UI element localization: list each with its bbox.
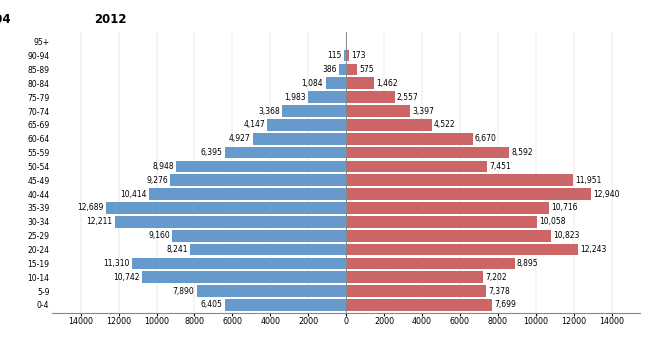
Text: 7,699: 7,699 [494,300,517,309]
Bar [225,299,346,311]
Bar [346,133,473,145]
Text: 575: 575 [359,65,374,74]
Text: 6,395: 6,395 [200,148,223,157]
Bar [346,188,592,200]
Bar [346,202,549,214]
Bar [106,202,346,214]
Bar [346,91,394,103]
Text: 1,084: 1,084 [302,79,323,88]
Text: 12,211: 12,211 [86,218,112,226]
Bar [346,285,486,297]
Bar [346,119,432,131]
Text: 12,940: 12,940 [594,190,620,199]
Text: 9,276: 9,276 [146,176,168,185]
Bar [346,50,349,62]
Bar [346,77,374,89]
Bar [346,174,573,186]
Bar [190,244,346,256]
Text: 4,522: 4,522 [434,120,456,129]
Text: 4,147: 4,147 [244,120,265,129]
Bar [142,271,346,283]
Text: 115: 115 [327,51,342,60]
Text: 6,670: 6,670 [475,134,497,143]
Bar [253,133,346,145]
Text: 2004: 2004 [0,14,10,26]
Bar [170,174,346,186]
Text: 10,058: 10,058 [539,218,565,226]
Bar [225,147,346,158]
Text: 8,241: 8,241 [166,245,187,254]
Text: 1,462: 1,462 [376,79,398,88]
Text: 2,557: 2,557 [397,93,419,102]
Text: 10,823: 10,823 [554,231,580,240]
Text: 1,983: 1,983 [285,93,306,102]
Bar [172,230,346,242]
Bar [346,230,551,242]
Bar [346,216,537,228]
Text: 2012: 2012 [94,14,127,26]
Text: 8,895: 8,895 [517,259,539,268]
Text: 386: 386 [322,65,336,74]
Text: 7,451: 7,451 [490,162,511,171]
Text: 7,890: 7,890 [172,287,194,295]
Text: 8,592: 8,592 [511,148,533,157]
Text: 6,405: 6,405 [200,300,223,309]
Bar [132,257,346,269]
Bar [346,271,483,283]
Bar [282,105,346,117]
Text: 9,160: 9,160 [148,231,170,240]
Bar [268,119,346,131]
Bar [346,64,357,75]
Bar [339,64,346,75]
Text: 7,202: 7,202 [485,273,507,282]
Text: 11,951: 11,951 [575,176,601,185]
Bar [346,161,487,172]
Bar [346,105,411,117]
Text: 10,414: 10,414 [120,190,146,199]
Text: 4,927: 4,927 [229,134,250,143]
Text: 3,397: 3,397 [413,106,435,115]
Bar [326,77,346,89]
Bar [346,147,509,158]
Bar [346,257,515,269]
Bar [114,216,346,228]
Bar [346,244,578,256]
Bar [308,91,346,103]
Bar [149,188,346,200]
Text: 11,310: 11,310 [103,259,129,268]
Text: 12,243: 12,243 [581,245,607,254]
Text: 10,742: 10,742 [114,273,140,282]
Bar [344,50,346,62]
Text: 3,368: 3,368 [258,106,280,115]
Bar [197,285,346,297]
Text: 7,378: 7,378 [488,287,510,295]
Text: 8,948: 8,948 [153,162,174,171]
Text: 12,689: 12,689 [77,204,103,213]
Bar [346,299,492,311]
Bar [176,161,346,172]
Text: 173: 173 [352,51,366,60]
Text: 10,716: 10,716 [552,204,578,213]
